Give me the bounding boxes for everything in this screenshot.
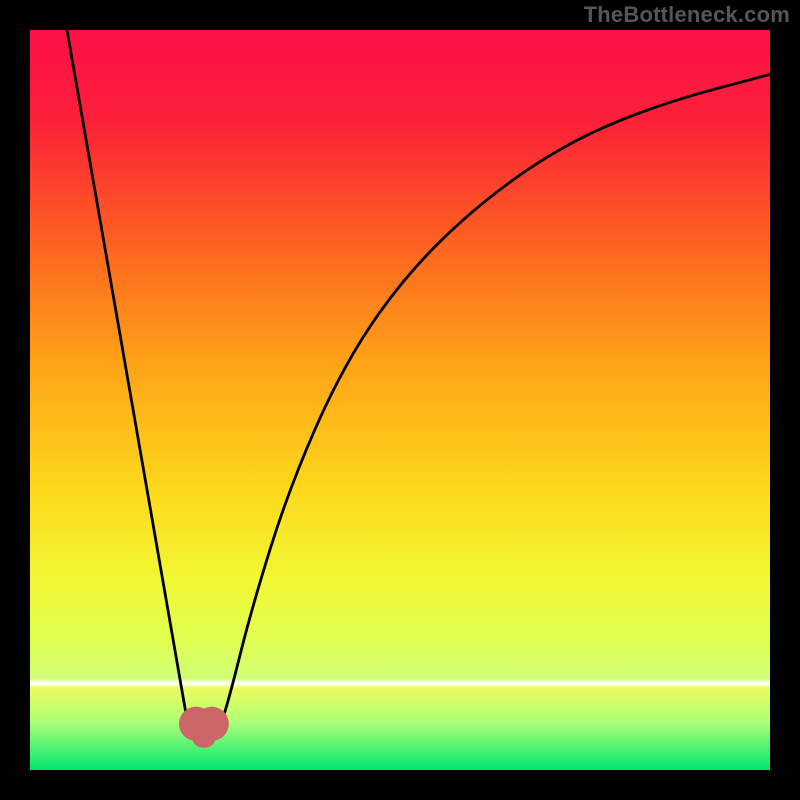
plot-area [30, 30, 770, 770]
chart-container: TheBottleneck.com [0, 0, 800, 800]
watermark-text: TheBottleneck.com [584, 2, 790, 28]
gradient-background [30, 30, 770, 770]
